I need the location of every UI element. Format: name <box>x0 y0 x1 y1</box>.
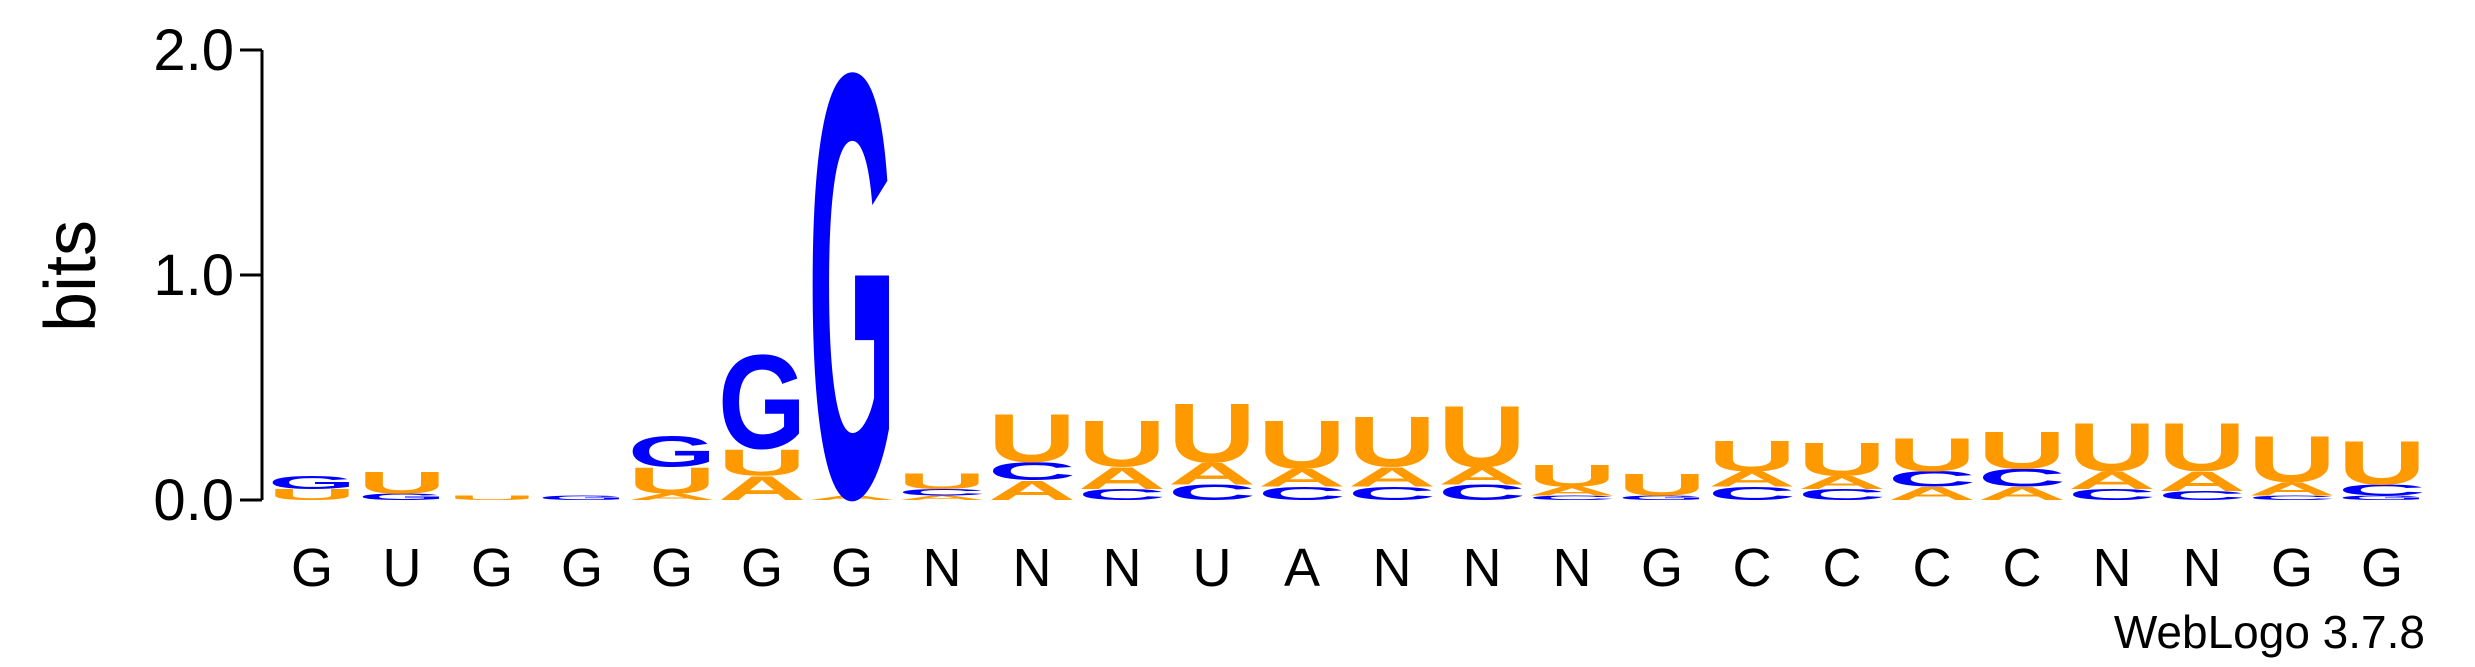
logo-letter: U <box>448 494 536 501</box>
logo-letter: A <box>2158 466 2246 497</box>
x-tick-label: N <box>1013 538 1052 598</box>
logo-letter: U <box>1708 432 1796 481</box>
logo-letter: C <box>1258 483 1346 504</box>
logo-letter: U <box>1978 421 2066 480</box>
logo-letter: C <box>1438 480 1526 504</box>
logo-letter: C <box>1168 480 1256 504</box>
x-tick-label: G <box>651 538 693 598</box>
logo-letter: A <box>2068 466 2156 494</box>
x-tick-label: G <box>561 538 603 598</box>
x-tick-label: G <box>2271 538 2313 598</box>
logo-letter: C <box>1798 486 1886 503</box>
logo-letter: A <box>808 494 896 501</box>
logo-letter: A <box>1168 456 1256 491</box>
logo-letter: U <box>2338 428 2426 498</box>
x-tick-label: C <box>1913 538 1952 598</box>
logo-letter: A <box>1798 472 1886 493</box>
logo-letter: C <box>1078 486 1166 503</box>
logo-letter: C <box>1348 483 1436 504</box>
y-tick-label: 1.0 <box>153 243 234 308</box>
x-tick-label: N <box>2093 538 2132 598</box>
logo-letter: C <box>898 487 986 497</box>
logo-letter: U <box>2068 409 2156 486</box>
logo-letter: C <box>2338 482 2426 499</box>
logo-letter: C <box>2248 494 2336 501</box>
x-tick-label: G <box>471 538 513 598</box>
logo-letter: G <box>358 492 446 502</box>
logo-letter: A <box>1528 484 1616 498</box>
logo-letter: U <box>358 465 446 500</box>
logo-letter: A <box>628 492 716 502</box>
x-tick-label: G <box>2361 538 2403 598</box>
logo-letter: A <box>1438 462 1526 490</box>
logo-letter: U <box>628 460 716 502</box>
x-tick-label: G <box>291 538 333 598</box>
logo-letter: A <box>718 469 806 508</box>
logo-letter: U <box>718 442 806 484</box>
logo-letter: U <box>988 400 1076 477</box>
logo-letter: G <box>2338 494 2426 501</box>
footer: WebLogo 3.7.8 <box>2114 606 2425 658</box>
logo-letter: U <box>268 486 356 503</box>
logo-letter: U <box>2158 409 2246 486</box>
x-tick-label: N <box>1463 538 1502 598</box>
logo-letter: C <box>988 457 1076 485</box>
logo-letter: G <box>628 427 716 476</box>
logo-letter: U <box>1888 428 1976 481</box>
logo-letter: G <box>538 494 626 501</box>
y-tick-label: 0.0 <box>153 468 234 533</box>
y-axis-label: bits <box>31 220 111 332</box>
logo-letter: C <box>1708 483 1796 504</box>
x-tick-label: A <box>1284 538 1320 598</box>
x-tick-label: G <box>741 538 783 598</box>
logo-letter: U <box>1078 407 1166 481</box>
logo-letter: G <box>1618 494 1706 501</box>
x-tick-label: N <box>1553 538 1592 598</box>
logo-letter: G <box>808 0 896 625</box>
logo-letter: A <box>2248 479 2336 500</box>
logo-letter: A <box>1078 460 1166 495</box>
y-tick-label: 2.0 <box>153 18 234 83</box>
x-tick-label: G <box>831 538 873 598</box>
logo-letter: U <box>898 469 986 493</box>
logo-letter: U <box>2248 422 2336 496</box>
logo-letter: A <box>1348 461 1436 492</box>
logo-letter: A <box>898 494 986 501</box>
x-tick-label: G <box>1641 538 1683 598</box>
x-tick-label: N <box>1373 538 1412 598</box>
logo-letter: C <box>1978 464 2066 492</box>
x-tick-label: C <box>1823 538 1862 598</box>
logo-letter: A <box>1888 483 1976 504</box>
logo-letter: U <box>1168 385 1256 480</box>
x-tick-label: N <box>2183 538 2222 598</box>
logo-letter: C <box>2068 486 2156 503</box>
x-tick-label: C <box>1733 538 1772 598</box>
logo-letter: U <box>1798 433 1886 486</box>
logo-letter: U <box>1438 387 1526 485</box>
logo-letter: A <box>1258 464 1346 492</box>
logo-letter: U <box>1348 402 1436 482</box>
x-tick-label: N <box>923 538 962 598</box>
logo-letter: A <box>988 475 1076 506</box>
x-tick-label: U <box>383 538 422 598</box>
logo-letter: C <box>2158 489 2246 503</box>
logo-letter: U <box>1618 467 1706 502</box>
x-tick-label: C <box>2003 538 2042 598</box>
logo-letter: U <box>1528 458 1616 493</box>
logo-letter: A <box>1978 483 2066 504</box>
logo-letter: A <box>1708 467 1796 491</box>
logo-letter: U <box>1258 407 1346 484</box>
x-tick-label: U <box>1193 538 1232 598</box>
logo-letter: G <box>718 328 806 478</box>
logo-letter: C <box>1888 467 1976 491</box>
logo-letter: C <box>1528 494 1616 501</box>
x-tick-label: N <box>1103 538 1142 598</box>
logo-letter: G <box>268 472 356 493</box>
